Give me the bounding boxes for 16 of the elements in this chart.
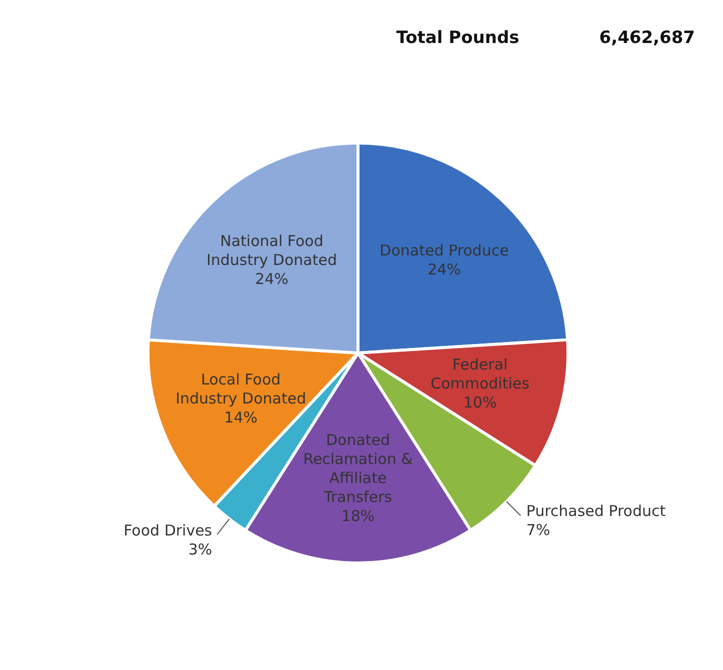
data-label: 10% [463, 393, 497, 412]
data-label: 24% [255, 270, 288, 288]
text: Total Pounds [396, 28, 520, 48]
slice-label: Donated Produce [380, 242, 509, 260]
data-label: 24% [428, 260, 461, 279]
slice-label: Federal Commodities [430, 355, 530, 392]
slice-label: Donated Reclamation & Affiliate Transfers [303, 431, 414, 506]
slice-label: Purchased Product [526, 502, 666, 520]
slice-label: Food Drives [124, 522, 212, 540]
data-label: 3% [188, 540, 212, 559]
data-label: 14% [224, 408, 258, 426]
slice-label: Local Food Industry Donated [176, 370, 306, 408]
slice-label: National Food Industry Donated [206, 232, 338, 270]
text: 6,462,687 [599, 28, 695, 48]
data-label: 7% [526, 520, 550, 539]
data-label: 18% [341, 507, 375, 526]
